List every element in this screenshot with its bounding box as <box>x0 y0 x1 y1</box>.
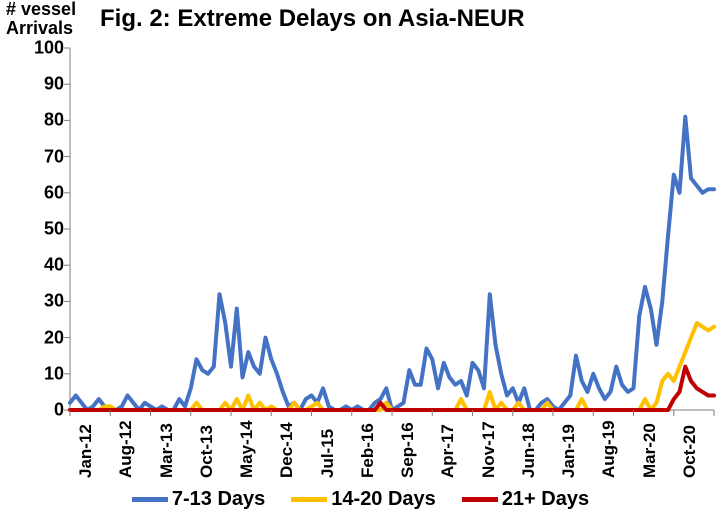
x-tick-label: Jan-12 <box>76 424 96 478</box>
x-tick-label: Aug-19 <box>599 420 619 478</box>
y-tick-label: 10 <box>14 363 64 384</box>
y-tick-label: 60 <box>14 182 64 203</box>
legend-label-21: 21+ Days <box>502 488 589 511</box>
y-tick-label: 70 <box>14 146 64 167</box>
y-tick-label: 80 <box>14 110 64 131</box>
legend-swatch-21 <box>462 497 498 502</box>
legend-label-7-13: 7-13 Days <box>172 488 265 511</box>
legend-item-7-13: 7-13 Days <box>132 488 265 511</box>
legend-label-14-20: 14-20 Days <box>331 488 436 511</box>
legend-item-21: 21+ Days <box>462 488 589 511</box>
y-tick-label: 90 <box>14 74 64 95</box>
x-tick-label: Nov-17 <box>479 421 499 478</box>
x-tick-label: Feb-16 <box>358 423 378 478</box>
x-tick-label: Mar-13 <box>157 423 177 478</box>
y-tick-label: 50 <box>14 219 64 240</box>
chart-frame: # vessel Arrivals Fig. 2: Extreme Delays… <box>0 0 721 517</box>
y-tick-label: 30 <box>14 291 64 312</box>
y-tick-label: 20 <box>14 327 64 348</box>
x-tick-label: Jun-18 <box>519 423 539 478</box>
x-tick-label: Sep-16 <box>398 422 418 478</box>
x-tick-label: May-14 <box>237 420 257 478</box>
x-tick-label: Dec-14 <box>277 422 297 478</box>
x-tick-label: Aug-12 <box>116 420 136 478</box>
x-tick-label: Mar-20 <box>640 423 660 478</box>
legend-item-14-20: 14-20 Days <box>291 488 436 511</box>
y-tick-label: 40 <box>14 255 64 276</box>
legend-swatch-7-13 <box>132 497 168 502</box>
x-tick-label: Jul-15 <box>318 429 338 478</box>
x-tick-label: Oct-20 <box>680 425 700 478</box>
x-tick-label: Oct-13 <box>197 425 217 478</box>
legend-swatch-14-20 <box>291 497 327 502</box>
x-tick-label: Jan-19 <box>559 424 579 478</box>
series-line <box>70 117 714 410</box>
y-tick-label: 100 <box>14 38 64 59</box>
legend: 7-13 Days 14-20 Days 21+ Days <box>0 488 721 511</box>
y-tick-label: 0 <box>14 400 64 421</box>
x-tick-label: Apr-17 <box>438 424 458 478</box>
